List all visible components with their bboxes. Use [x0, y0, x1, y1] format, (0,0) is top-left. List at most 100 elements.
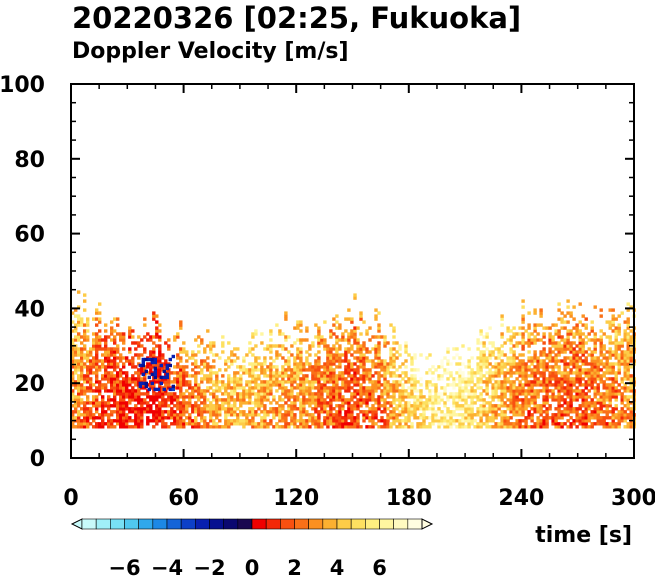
heatmap-cell: [209, 410, 213, 414]
heatmap-cell: [416, 404, 420, 408]
heatmap-cell: [422, 401, 426, 405]
heatmap-cell: [545, 326, 549, 330]
heatmap-cell: [377, 398, 381, 402]
heatmap-cell: [77, 389, 81, 393]
heatmap-cell: [575, 323, 579, 327]
heatmap-cell: [233, 380, 237, 384]
heatmap-cell: [542, 362, 546, 366]
heatmap-cell: [332, 425, 336, 429]
heatmap-cell: [626, 365, 630, 369]
heatmap-cell: [188, 395, 192, 399]
heatmap-cell: [629, 341, 633, 345]
heatmap-cell: [629, 425, 633, 429]
heatmap-cell: [311, 386, 315, 390]
heatmap-cell: [425, 398, 429, 402]
heatmap-cell: [431, 419, 435, 423]
heatmap-cell: [584, 395, 588, 399]
heatmap-cell: [620, 401, 624, 405]
heatmap-cell: [266, 410, 270, 414]
heatmap-cell: [356, 401, 360, 405]
heatmap-cell: [314, 380, 318, 384]
heatmap-cell: [159, 375, 163, 380]
heatmap-cell: [171, 384, 175, 389]
heatmap-cell: [293, 407, 297, 411]
heatmap-cell: [542, 425, 546, 429]
heatmap-cell: [110, 329, 114, 333]
heatmap-cell: [587, 416, 591, 420]
heatmap-cell: [563, 386, 567, 390]
heatmap-cell: [272, 359, 276, 363]
heatmap-cell: [515, 401, 519, 405]
heatmap-cell: [515, 395, 519, 399]
heatmap-cell: [608, 323, 612, 327]
heatmap-cell: [467, 404, 471, 408]
heatmap-cell: [371, 419, 375, 423]
heatmap-cell: [248, 350, 252, 354]
heatmap-cell: [494, 347, 498, 351]
heatmap-cell: [77, 380, 81, 384]
heatmap-cell: [335, 425, 339, 429]
heatmap-cell: [329, 380, 333, 384]
heatmap-cell: [212, 371, 216, 375]
heatmap-cell: [464, 365, 468, 369]
heatmap-cell: [545, 410, 549, 414]
heatmap-cell: [353, 401, 357, 405]
heatmap-cell: [141, 357, 145, 362]
heatmap-cell: [269, 329, 273, 333]
heatmap-cell: [281, 380, 285, 384]
heatmap-cell: [365, 356, 369, 360]
heatmap-cell: [155, 320, 159, 324]
heatmap-cell: [482, 359, 486, 363]
heatmap-cell: [431, 395, 435, 399]
heatmap-cell: [602, 398, 606, 402]
heatmap-cell: [599, 308, 603, 312]
heatmap-cell: [404, 365, 408, 369]
heatmap-cell: [389, 350, 393, 354]
heatmap-cell: [554, 371, 558, 375]
heatmap-cell: [416, 380, 420, 384]
heatmap-cell: [203, 419, 207, 423]
heatmap-cell: [356, 347, 360, 351]
heatmap-cell: [302, 386, 306, 390]
heatmap-cell: [257, 395, 261, 399]
heatmap-cell: [527, 413, 531, 417]
heatmap-cell: [353, 329, 357, 333]
heatmap-cell: [419, 353, 423, 357]
heatmap-cell: [395, 386, 399, 390]
heatmap-cell: [107, 416, 111, 420]
heatmap-cell: [83, 323, 87, 327]
heatmap-cell: [551, 383, 555, 387]
heatmap-cell: [467, 410, 471, 414]
heatmap-cell: [614, 362, 618, 366]
heatmap-cell: [212, 344, 216, 348]
heatmap-cell: [539, 314, 543, 318]
heatmap-cell: [137, 368, 141, 372]
heatmap-cell: [374, 416, 378, 420]
heatmap-cell: [272, 410, 276, 414]
heatmap-cell: [581, 404, 585, 408]
heatmap-cell: [137, 371, 141, 375]
heatmap-cell: [329, 353, 333, 357]
heatmap-cell: [341, 377, 345, 381]
heatmap-cell: [347, 338, 351, 342]
heatmap-cell: [575, 362, 579, 366]
heatmap-cell: [419, 377, 423, 381]
heatmap-cell: [437, 374, 441, 378]
heatmap-cell: [260, 365, 264, 369]
heatmap-cell: [461, 404, 465, 408]
heatmap-cell: [554, 347, 558, 351]
heatmap-cell: [533, 371, 537, 375]
heatmap-cell: [314, 401, 318, 405]
heatmap-cell: [527, 311, 531, 315]
heatmap-cell: [95, 386, 99, 390]
heatmap-cell: [404, 347, 408, 351]
heatmap-cell: [125, 401, 129, 405]
heatmap-cell: [128, 329, 132, 333]
heatmap-cell: [542, 335, 546, 339]
heatmap-cell: [584, 410, 588, 414]
heatmap-cell: [377, 383, 381, 387]
heatmap-cell: [578, 368, 582, 372]
heatmap-cell: [153, 357, 157, 362]
heatmap-cell: [80, 317, 84, 321]
heatmap-cell: [608, 371, 612, 375]
